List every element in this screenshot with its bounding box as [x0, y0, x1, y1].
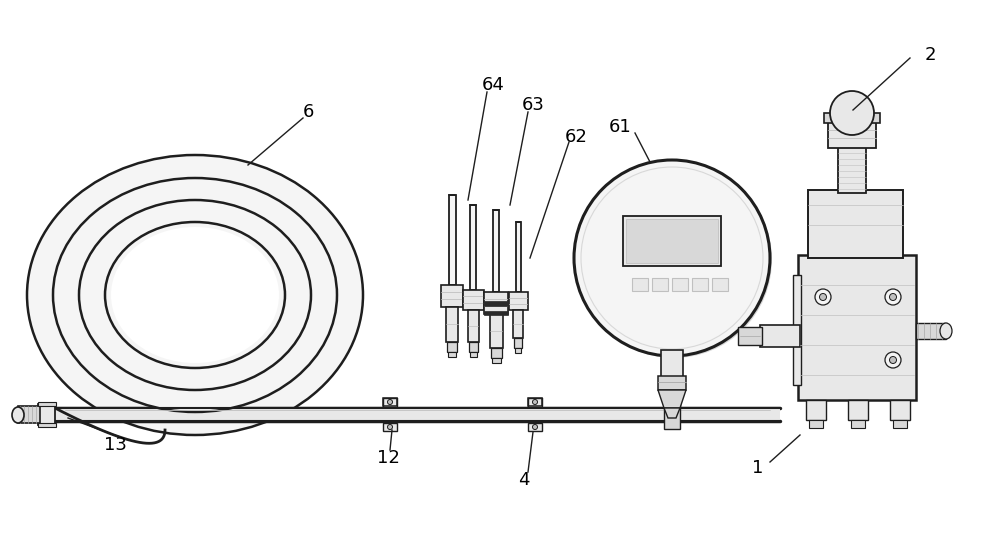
Bar [469, 342, 478, 352]
Text: 63: 63 [522, 96, 544, 114]
Bar [664, 400, 680, 429]
Circle shape [532, 424, 538, 429]
Text: 64: 64 [482, 76, 504, 94]
Bar [509, 292, 528, 310]
Text: 12: 12 [377, 449, 399, 467]
Ellipse shape [940, 323, 952, 339]
Bar [838, 145, 866, 193]
Bar [484, 311, 508, 315]
Bar [806, 400, 826, 420]
Bar [448, 352, 456, 357]
Bar [514, 338, 522, 348]
Bar [441, 285, 463, 307]
Bar [491, 348, 502, 358]
Bar [793, 275, 801, 385]
Bar [484, 301, 508, 306]
Bar [38, 402, 56, 406]
Circle shape [890, 293, 896, 301]
Bar [515, 348, 521, 353]
Ellipse shape [111, 227, 279, 363]
Bar [623, 216, 721, 266]
Text: 62: 62 [565, 128, 587, 146]
Circle shape [820, 293, 826, 301]
Bar [828, 120, 876, 148]
Circle shape [388, 424, 392, 429]
Polygon shape [658, 390, 686, 408]
Ellipse shape [79, 200, 311, 390]
Bar [516, 222, 521, 292]
Ellipse shape [576, 162, 772, 358]
Bar [712, 278, 728, 291]
Bar [18, 406, 40, 423]
Text: 13: 13 [104, 436, 126, 454]
Bar [916, 323, 946, 339]
Ellipse shape [105, 222, 285, 368]
Polygon shape [38, 404, 55, 425]
Bar [470, 205, 476, 290]
Bar [626, 219, 718, 263]
Bar [890, 400, 910, 420]
Bar [672, 278, 688, 291]
Circle shape [815, 289, 831, 305]
Bar [632, 278, 648, 291]
Circle shape [830, 91, 874, 135]
Bar [809, 420, 823, 428]
Circle shape [885, 352, 901, 368]
Bar [490, 314, 503, 348]
Bar [692, 278, 708, 291]
Bar [893, 420, 907, 428]
Bar [38, 423, 56, 427]
Text: 1: 1 [752, 459, 764, 477]
Bar [449, 195, 456, 285]
Bar [528, 423, 542, 431]
Ellipse shape [12, 407, 24, 423]
Bar [528, 398, 542, 406]
Bar [484, 292, 508, 314]
Bar [824, 113, 880, 123]
Circle shape [532, 400, 538, 405]
Circle shape [388, 400, 392, 405]
Bar [851, 420, 865, 428]
Bar [760, 325, 800, 347]
Circle shape [885, 289, 901, 305]
Bar [848, 400, 868, 420]
Bar [492, 358, 501, 363]
Circle shape [581, 167, 763, 349]
Text: 4: 4 [518, 471, 530, 489]
Bar [468, 310, 479, 342]
Bar [447, 342, 457, 352]
Ellipse shape [27, 155, 363, 435]
Bar [808, 190, 903, 258]
Text: 2: 2 [924, 46, 936, 64]
Bar [446, 307, 458, 342]
Bar [658, 376, 686, 390]
Bar [463, 290, 484, 310]
Polygon shape [664, 408, 680, 418]
Bar [470, 352, 477, 357]
Bar [55, 408, 780, 421]
Circle shape [574, 160, 770, 356]
Bar [383, 423, 397, 431]
Bar [493, 210, 499, 292]
Bar [383, 398, 397, 406]
Bar [661, 350, 683, 378]
Bar [652, 278, 668, 291]
Circle shape [890, 357, 896, 363]
Text: 6: 6 [302, 103, 314, 121]
Bar [798, 255, 916, 400]
Ellipse shape [53, 178, 337, 412]
Bar [513, 310, 523, 338]
Text: 61: 61 [609, 118, 631, 136]
Bar [738, 327, 762, 345]
